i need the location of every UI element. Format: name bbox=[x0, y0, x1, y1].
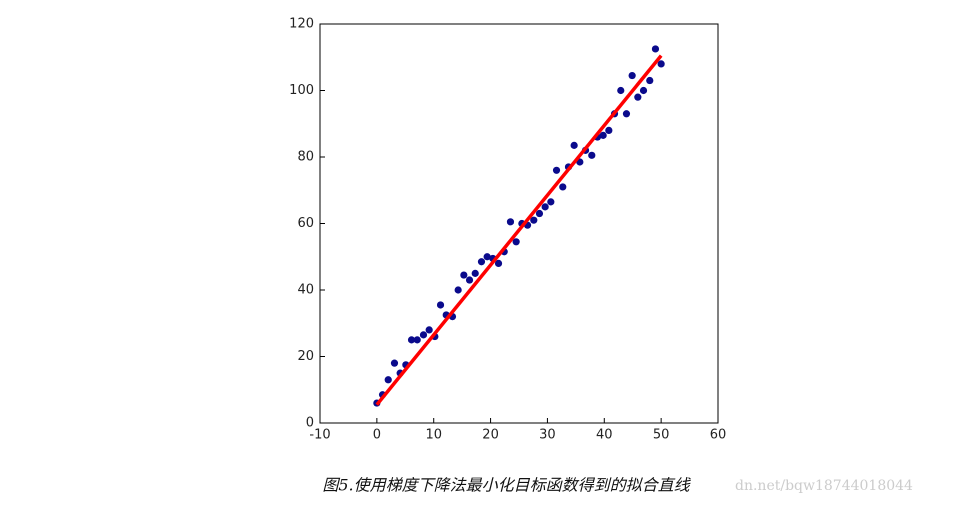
data-point bbox=[477, 258, 486, 266]
x-tick-label: 40 bbox=[596, 428, 613, 443]
data-point bbox=[494, 259, 503, 267]
data-point bbox=[559, 183, 567, 191]
data-point bbox=[384, 376, 392, 384]
data-point bbox=[512, 238, 520, 246]
data-point bbox=[657, 60, 665, 68]
y-tick-label: 100 bbox=[289, 83, 314, 98]
data-point bbox=[407, 336, 416, 344]
x-tick-label: 10 bbox=[425, 428, 442, 443]
fit-line bbox=[375, 54, 663, 406]
data-point bbox=[471, 269, 479, 277]
data-point bbox=[617, 86, 625, 95]
data-point bbox=[535, 209, 544, 218]
y-tick-label: 0 bbox=[306, 416, 314, 431]
data-point bbox=[646, 76, 654, 85]
data-point bbox=[570, 141, 578, 149]
data-point bbox=[599, 131, 607, 139]
data-point bbox=[425, 326, 433, 334]
data-point bbox=[506, 218, 515, 226]
y-tick-label: 60 bbox=[297, 216, 314, 231]
data-point bbox=[454, 286, 462, 294]
y-tick-label: 80 bbox=[297, 150, 314, 165]
x-tick-label: -10 bbox=[309, 428, 330, 443]
data-point bbox=[530, 216, 538, 224]
data-point bbox=[436, 301, 445, 309]
y-tick-label: 40 bbox=[297, 283, 314, 298]
data-point bbox=[413, 336, 421, 344]
data-point bbox=[588, 151, 596, 159]
data-point bbox=[639, 86, 648, 95]
data-point bbox=[628, 71, 636, 80]
data-point bbox=[547, 198, 555, 206]
data-point bbox=[390, 359, 399, 367]
data-point bbox=[541, 203, 549, 211]
y-tick-label: 20 bbox=[297, 349, 314, 364]
data-point bbox=[465, 276, 474, 284]
watermark: dn.net/bqw18744018044 bbox=[735, 478, 913, 494]
data-point bbox=[483, 253, 491, 261]
data-point bbox=[552, 166, 561, 174]
x-tick-label: 50 bbox=[653, 428, 670, 443]
data-point bbox=[634, 93, 642, 101]
y-tick-label: 120 bbox=[289, 17, 314, 32]
x-tick-label: 60 bbox=[710, 428, 727, 443]
data-point bbox=[460, 271, 468, 279]
data-point bbox=[651, 45, 660, 53]
x-tick-label: 0 bbox=[373, 428, 381, 443]
data-point bbox=[622, 110, 631, 118]
x-tick-label: 20 bbox=[482, 428, 499, 443]
x-tick-label: 30 bbox=[539, 428, 556, 443]
caption: 图5.使用梯度下降法最小化目标函数得到的拟合直线 bbox=[322, 476, 691, 495]
data-point bbox=[419, 331, 428, 339]
data-point bbox=[605, 126, 613, 134]
